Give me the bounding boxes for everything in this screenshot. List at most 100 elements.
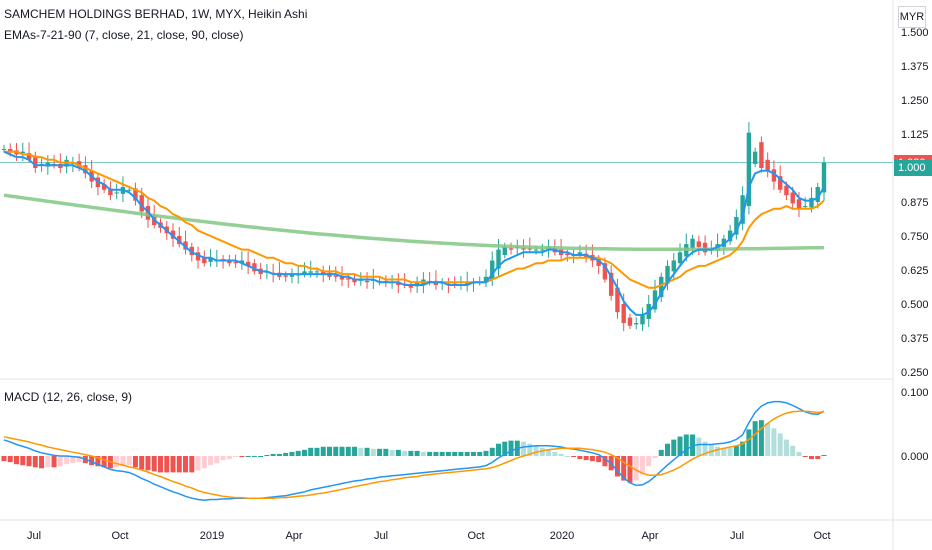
candle-body [527,248,533,250]
candle-body [321,271,326,275]
macd-tick-label: 0.000 [901,451,929,463]
candle-body [208,257,213,262]
candle-body [796,199,802,209]
price-tick-label: 1.500 [901,27,929,39]
ema90-line [3,193,825,252]
macd-histogram-bar [151,456,157,472]
macd-histogram-bar [783,439,789,456]
time-tick-label: Jul [374,530,388,542]
candle-body [364,280,370,283]
macd-histogram-bar [95,456,101,467]
candle-body [665,265,670,284]
macd-histogram-bar [157,456,163,473]
currency-badge[interactable]: MYR [898,6,926,28]
macd-histogram-bar [308,447,314,456]
macd-histogram-bar [639,456,645,475]
macd-histogram-bar [20,456,26,466]
macd-histogram-bar [45,456,51,468]
macd-histogram-bar [7,456,13,463]
time-tick-label: Jul [27,530,41,542]
candle-body [8,148,13,152]
time-tick-label: Oct [467,530,484,542]
macd-histogram-bar [195,456,201,471]
candle-body [408,284,414,288]
macd-histogram-bar [32,456,38,468]
macd-histogram-bar [671,439,677,456]
macd-histogram-bar [746,429,752,456]
candle-body [302,271,307,275]
macd-histogram-bar [383,448,389,456]
candle-body [752,151,758,164]
candle-body [821,162,827,193]
macd-histogram-bar [577,456,583,460]
candle-body [283,275,288,277]
candle-body [521,248,526,250]
macd-histogram-bar [539,447,545,456]
macd-histogram-bar [496,443,502,456]
macd-histogram-bar [796,451,802,456]
macd-histogram-bar [546,449,552,456]
candle-body [627,317,633,326]
macd-histogram-bar [264,454,270,456]
candle-body [790,192,795,204]
candle-body [20,151,25,154]
macd-histogram-bar [301,449,307,456]
macd-histogram-bar [170,456,176,473]
candle-body [740,195,745,224]
price-tick-label: 0.750 [901,231,929,243]
macd-histogram-bar [602,456,608,467]
macd-histogram-bar [389,449,395,456]
time-axis: Jul Oct 2019 Apr Jul Oct 2020 Apr Jul Oct [27,530,831,542]
ema21-line [4,150,825,289]
candle-body [659,276,664,298]
macd-histogram-bar [39,456,45,469]
candle-body [189,246,194,256]
candle-body [133,188,138,201]
candle-body [615,287,620,313]
candle-body [621,304,626,324]
macd-histogram-bar [89,456,95,466]
macd-histogram-bar [377,448,383,456]
candle-body [483,276,489,283]
macd-histogram-bar [477,451,483,456]
candle-body [759,142,764,168]
macd-histogram-bar [164,456,170,473]
macd-histogram-bar [677,436,683,456]
price-tick-label: 0.875 [901,197,929,209]
macd-histogram-bar [596,456,602,463]
candle-body [339,276,345,280]
macd-axis: 0.100 0.000 [901,387,929,463]
macd-histogram-bar [239,456,245,458]
candle-body [608,272,614,296]
time-tick-label: 2020 [550,530,574,542]
candle-body [734,216,739,235]
macd-histogram-bar [132,456,138,468]
candle-body [465,282,470,285]
candle-body [746,132,752,207]
macd-histogram-bar [771,428,777,456]
macd-histogram-bar [533,445,539,456]
macd-tick-label: 0.100 [901,387,929,399]
candle-body [815,187,820,202]
ema7-line [3,150,825,316]
macd-histogram-bar [427,451,433,456]
candle-body [677,252,683,264]
candle-body [565,253,570,256]
macd-histogram-bar [445,451,451,456]
candle-body [640,314,645,325]
macd-histogram-bar [702,441,708,456]
price-tick-label: 1.375 [901,61,929,73]
candle-body [765,159,770,171]
macd-line [3,400,825,501]
macd-histogram-bar [51,456,57,468]
candle-body [502,246,507,256]
macd-histogram-bar [752,421,758,456]
candle-body [227,260,232,264]
price-tick-label: 0.625 [901,265,929,277]
candle-body [634,323,639,325]
macd-histogram-bar [502,441,508,456]
time-tick-label: Oct [111,530,128,542]
candle-body [139,195,144,212]
candle-body [245,261,251,266]
